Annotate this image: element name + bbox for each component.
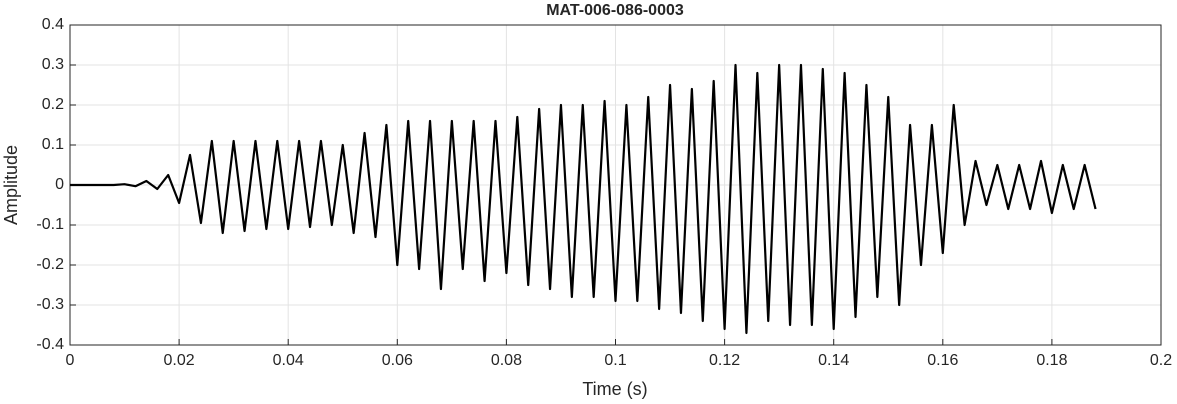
y-axis-label: Amplitude bbox=[1, 145, 21, 225]
y-tick-label: 0.3 bbox=[42, 56, 64, 73]
x-tick-label: 0.06 bbox=[382, 352, 413, 369]
x-tick-label: 0.1 bbox=[604, 352, 626, 369]
x-tick-label: 0.08 bbox=[491, 352, 522, 369]
y-tick-label: -0.1 bbox=[36, 216, 64, 233]
chart-title: MAT-006-086-0003 bbox=[546, 2, 684, 19]
x-tick-label: 0.2 bbox=[1150, 352, 1172, 369]
y-tick-label: -0.2 bbox=[36, 256, 64, 273]
x-tick-label: 0.16 bbox=[927, 352, 958, 369]
x-tick-label: 0.04 bbox=[273, 352, 304, 369]
waveform-line bbox=[70, 63, 1097, 335]
y-tick-label: 0 bbox=[55, 176, 64, 193]
y-tick-label: 0.4 bbox=[42, 16, 64, 33]
x-tick-label: 0 bbox=[66, 352, 75, 369]
y-tick-label: -0.4 bbox=[36, 336, 64, 353]
x-tick-label: 0.18 bbox=[1036, 352, 1067, 369]
x-axis-label: Time (s) bbox=[582, 379, 647, 399]
y-tick-label: 0.2 bbox=[42, 96, 64, 113]
x-tick-label: 0.12 bbox=[709, 352, 740, 369]
y-tick-label: -0.3 bbox=[36, 296, 64, 313]
x-tick-label: 0.02 bbox=[164, 352, 195, 369]
y-tick-label: 0.1 bbox=[42, 136, 64, 153]
x-tick-label: 0.14 bbox=[818, 352, 849, 369]
